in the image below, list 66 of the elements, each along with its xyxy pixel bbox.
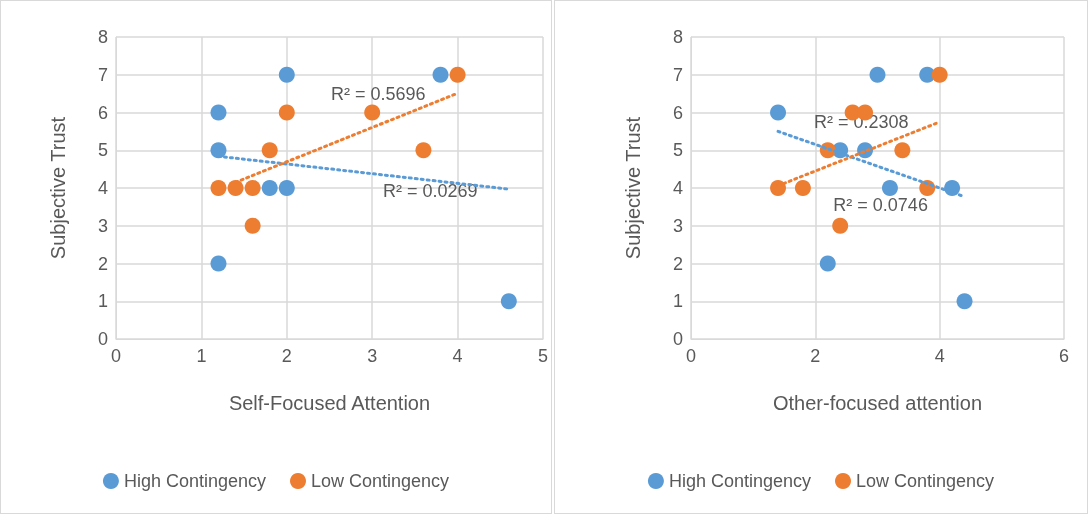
y-tick-label: 5 xyxy=(672,140,683,161)
y-tick-label: 2 xyxy=(672,253,683,274)
y-tick-label: 2 xyxy=(97,253,108,274)
point xyxy=(500,293,517,310)
y-tick-label: 6 xyxy=(672,102,683,123)
y-tick-label: 6 xyxy=(97,102,108,123)
y-tick-label: 5 xyxy=(97,140,108,161)
point xyxy=(278,180,295,196)
point xyxy=(210,104,227,121)
x-tick-label: 4 xyxy=(934,346,945,366)
y-tick-label: 3 xyxy=(672,215,683,236)
y-tick-label: 8 xyxy=(672,27,683,47)
annotation: R² = 0.0269 xyxy=(382,180,478,201)
point xyxy=(449,66,466,83)
x-tick-label: 1 xyxy=(196,346,207,366)
point xyxy=(244,217,261,234)
point xyxy=(794,180,811,196)
y-tick-label: 1 xyxy=(97,291,108,312)
y-tick-label: 4 xyxy=(672,178,683,198)
legend-label: Low Contingency xyxy=(856,471,995,491)
x-tick-label: 3 xyxy=(367,346,378,366)
point xyxy=(931,66,948,83)
annotation: R² = 0.0746 xyxy=(833,194,928,215)
y-tick-label: 8 xyxy=(97,27,108,47)
point xyxy=(819,255,836,272)
legend-label: High Contingency xyxy=(123,471,267,491)
point xyxy=(415,142,432,159)
x-tick-label: 6 xyxy=(1058,346,1070,366)
y-axis-title: Subjective Trust xyxy=(622,116,644,260)
x-tick-label: 5 xyxy=(537,346,548,366)
y-tick-label: 4 xyxy=(97,178,108,198)
x-axis-title: Self-Focused Attention xyxy=(228,392,431,414)
x-axis-title: Other-focused attention xyxy=(772,392,983,414)
annotation: R² = 0.5696 xyxy=(330,83,426,104)
x-tick-label: 0 xyxy=(685,346,697,366)
y-tick-label: 0 xyxy=(672,329,683,349)
point xyxy=(261,142,278,159)
point xyxy=(956,293,973,310)
point xyxy=(210,142,227,159)
point xyxy=(278,104,295,121)
y-tick-label: 7 xyxy=(97,64,108,85)
point xyxy=(227,180,244,196)
point xyxy=(869,66,886,83)
point xyxy=(244,180,261,196)
y-tick-label: 3 xyxy=(97,215,108,236)
point xyxy=(278,66,295,83)
point xyxy=(770,104,787,121)
y-tick-label: 7 xyxy=(672,64,683,85)
point xyxy=(261,180,278,196)
point xyxy=(432,66,449,83)
y-axis-title: Subjective Trust xyxy=(47,116,69,260)
legend-label: High Contingency xyxy=(668,471,812,491)
point xyxy=(894,142,911,159)
point xyxy=(210,180,227,196)
point xyxy=(364,104,381,121)
point xyxy=(832,217,849,234)
y-tick-label: 1 xyxy=(672,291,683,312)
x-tick-label: 2 xyxy=(810,346,821,366)
x-tick-label: 4 xyxy=(452,346,463,366)
x-tick-label: 0 xyxy=(110,346,122,366)
point xyxy=(770,180,787,196)
point xyxy=(210,255,227,272)
legend-label: Low Contingency xyxy=(311,471,450,491)
y-tick-label: 0 xyxy=(97,329,108,349)
x-tick-label: 2 xyxy=(281,346,292,366)
point xyxy=(881,180,898,196)
